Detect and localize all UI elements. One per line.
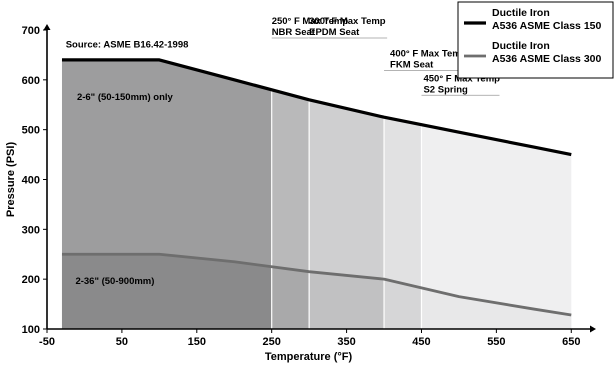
lower-zone-3	[309, 271, 385, 329]
legend-label-1-2: A536 ASME Class 150	[492, 20, 601, 32]
lower-zone-4	[384, 279, 422, 329]
y-tick-label-500: 500	[22, 125, 40, 137]
temp-limit-label-300-2: EPDM Seat	[309, 27, 360, 38]
x-tick-label-550: 550	[487, 336, 505, 348]
upper-zone-3	[309, 99, 385, 330]
x-tick-label-650: 650	[562, 336, 580, 348]
x-tick-label-250: 250	[263, 336, 281, 348]
annotation-1: Source: ASME B16.42-1998	[66, 39, 189, 50]
x-tick-label-350: 350	[337, 336, 355, 348]
temp-limit-label-250-2: NBR Seat	[272, 27, 316, 38]
temp-limit-label-400-1: 400° F Max Temp	[390, 48, 467, 59]
x-tick-label-450: 450	[412, 336, 430, 348]
x-tick-label-50: 50	[116, 336, 128, 348]
x-axis-arrow	[590, 325, 596, 333]
temp-limit-label-250-1: 250° F Max Temp	[272, 16, 349, 27]
axes: -50 50 150 250 350 450 550 650 100 200 300 400 500 60…	[5, 24, 596, 363]
upper-zone-5	[421, 124, 572, 329]
legend-label-1-1: Ductile Iron	[492, 7, 550, 19]
legend-box	[457, 1, 614, 79]
lower-zone-2	[271, 266, 310, 329]
x-tick-label--50: -50	[39, 336, 55, 348]
annotation-3: 2-36" (50-900mm)	[75, 276, 154, 287]
x-tick-label-150: 150	[188, 336, 206, 348]
annotation-2: 2-6" (50-150mm) only	[77, 92, 174, 103]
lower-zone-1	[61, 254, 272, 329]
chart-annotations: Source: ASME B16.42-1998 2-6" (50-150mm) …	[66, 39, 189, 287]
series-line-class-300	[61, 252, 572, 317]
legend-label-2-1: Ductile Iron	[492, 40, 550, 52]
y-tick-label-300: 300	[22, 224, 40, 236]
temp-limit-label-300-1: 300° F Max Temp	[309, 16, 386, 27]
temp-limit-label-400-2: FKM Seat	[390, 59, 434, 70]
y-tick-label-700: 700	[22, 25, 40, 37]
y-tick-label-100: 100	[22, 324, 40, 336]
series-line-class-150	[61, 58, 572, 157]
rating-zone-fills	[61, 59, 572, 330]
series-lines	[61, 58, 572, 317]
upper-zone-4	[384, 117, 422, 329]
temp-limit-label-450-1: 450° F Max Temp	[423, 73, 500, 84]
temp-limit-label-450-2: S2 Spring	[423, 84, 468, 95]
lower-zone-5	[421, 287, 572, 329]
y-axis-title: Pressure (PSI)	[5, 142, 17, 218]
y-tick-label-400: 400	[22, 175, 40, 187]
y-tick-label-200: 200	[22, 274, 40, 286]
x-axis-title: Temperature (°F)	[265, 351, 353, 363]
y-tick-label-600: 600	[22, 75, 40, 87]
legend-label-2-2: A536 ASME Class 300	[492, 53, 601, 65]
y-axis-arrow	[43, 24, 51, 30]
